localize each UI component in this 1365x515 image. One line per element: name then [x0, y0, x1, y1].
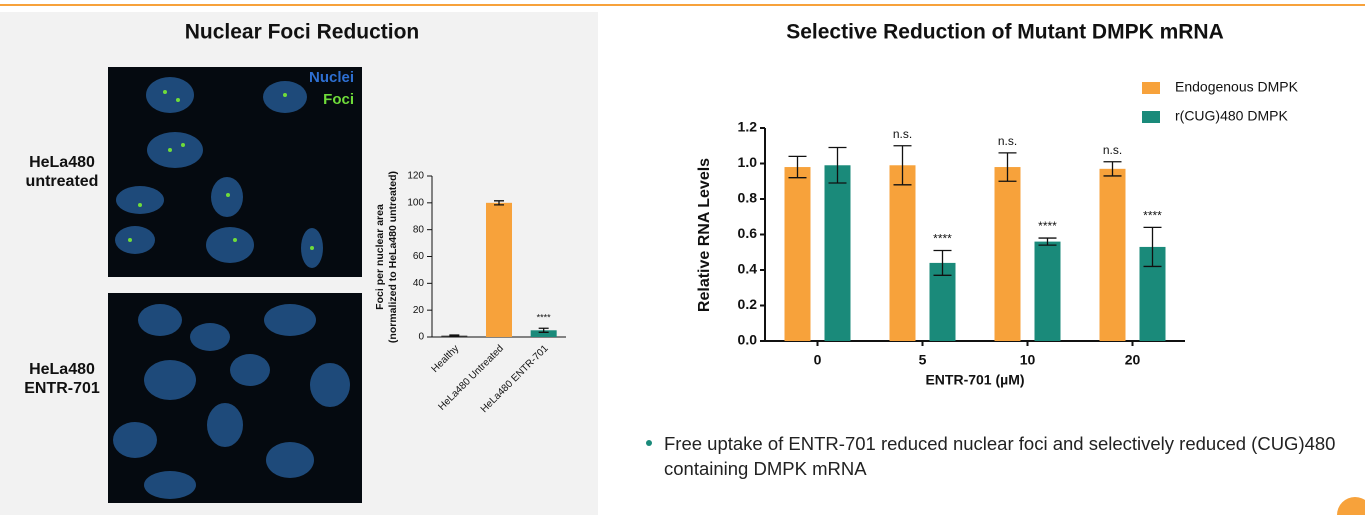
bar	[995, 167, 1021, 341]
y-tick-label: 60	[413, 251, 425, 262]
x-axis-label: ENTR-701 (µM)	[925, 372, 1024, 388]
bar	[486, 203, 512, 337]
legend-label: Endogenous DMPK	[1175, 79, 1299, 95]
right-title: Selective Reduction of Mutant DMPK mRNA	[786, 21, 1224, 44]
y-tick-label: 0.4	[738, 261, 758, 277]
legend-swatch	[1142, 111, 1160, 123]
left-title: Nuclear Foci Reduction	[185, 21, 420, 44]
bar	[1035, 242, 1061, 341]
row-label: untreated	[26, 173, 99, 190]
annotation: n.s.	[893, 127, 912, 141]
legend-swatch	[1142, 82, 1160, 94]
bar	[1100, 169, 1126, 341]
y-axis-label: Foci per nuclear area	[374, 204, 386, 310]
bar	[825, 165, 851, 341]
row-label: HeLa480	[29, 361, 95, 378]
x-tick-label: 20	[1125, 352, 1141, 368]
annotation: ****	[1143, 209, 1162, 223]
bar	[890, 165, 916, 341]
y-tick-label: 100	[407, 197, 424, 208]
micrograph-untreated: Nuclei Foci	[108, 67, 362, 277]
y-tick-label: 120	[407, 171, 424, 182]
y-tick-label: 0.6	[738, 225, 758, 241]
page-badge	[1337, 497, 1365, 515]
annotation: ****	[1038, 219, 1057, 233]
y-tick-label: 1.2	[738, 119, 758, 135]
y-tick-label: 0.8	[738, 190, 758, 206]
x-tick-label: 5	[919, 352, 927, 368]
row-label: ENTR-701	[24, 380, 100, 397]
bar	[785, 167, 811, 341]
y-tick-label: 1.0	[738, 154, 758, 170]
y-tick-label: 80	[413, 224, 425, 235]
annotation: n.s.	[1103, 143, 1122, 157]
foci-label: Foci	[323, 91, 354, 108]
y-tick-label: 0.2	[738, 296, 758, 312]
legend-label: r(CUG)480 DMPK	[1175, 108, 1288, 124]
row-label: HeLa480	[29, 154, 95, 171]
bullet-dot	[646, 440, 652, 446]
y-tick-label: 0.0	[738, 332, 758, 348]
bullet-text: Free uptake of ENTR-701 reduced nuclear …	[664, 431, 1354, 481]
annotation: n.s.	[998, 134, 1017, 148]
y-tick-label: 20	[413, 305, 425, 316]
y-axis-label: Relative RNA Levels	[696, 158, 713, 312]
x-tick-label: 10	[1020, 352, 1036, 368]
x-tick-label: 0	[814, 352, 822, 368]
annotation: ****	[537, 313, 552, 323]
y-axis-label: (normalized to HeLa480 untreated)	[387, 171, 399, 343]
micrograph-treated	[108, 293, 362, 503]
top-rule	[0, 4, 1365, 6]
nuclei-label: Nuclei	[309, 69, 354, 86]
annotation: ****	[933, 232, 952, 246]
y-tick-label: 0	[418, 332, 424, 343]
slide: Nuclear Foci Reduction Nuclei Foci HeLa4…	[0, 0, 1365, 515]
y-tick-label: 40	[413, 278, 425, 289]
